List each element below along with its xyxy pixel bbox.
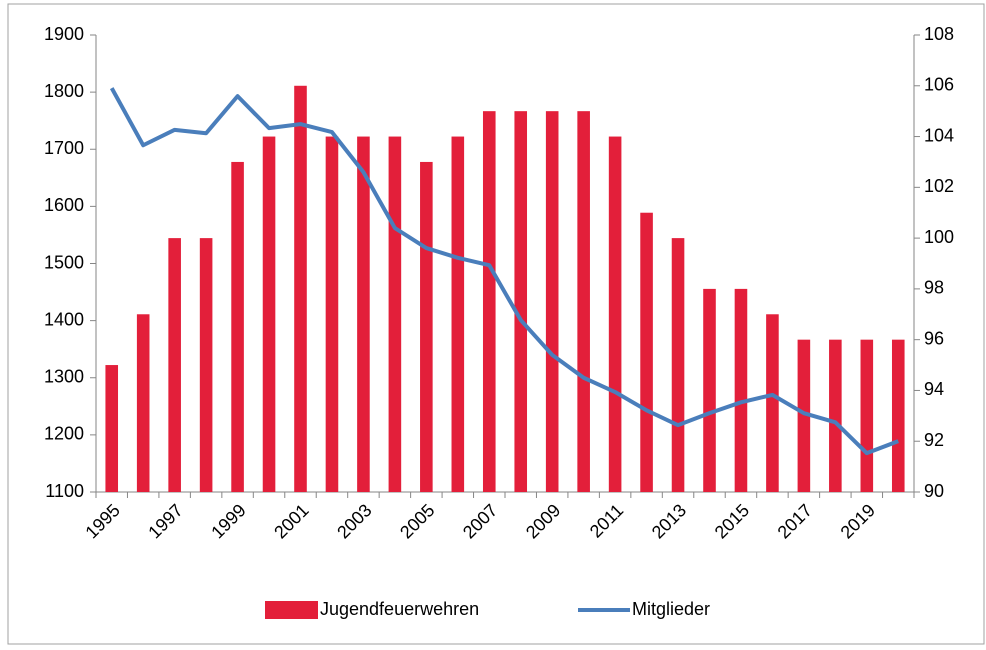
bar	[766, 314, 779, 492]
legend-label: Mitglieder	[632, 599, 710, 619]
bar	[294, 85, 307, 493]
y2-tick-label: 104	[924, 125, 954, 145]
legend: Jugendfeuerwehren Mitglieder	[265, 599, 710, 619]
y-tick-label: 1900	[44, 24, 84, 44]
y2-tick-label: 108	[924, 24, 954, 44]
bar	[734, 288, 748, 492]
bar	[199, 238, 213, 492]
bar	[860, 339, 874, 492]
y-tick-label: 1400	[44, 309, 84, 329]
y-tick-label: 1500	[44, 252, 84, 272]
bar	[577, 111, 590, 493]
bar	[891, 339, 905, 492]
y2-tick-label: 98	[924, 278, 944, 298]
bar	[325, 136, 339, 493]
y2-tick-label: 90	[924, 481, 944, 501]
x-tick-label: 2005	[396, 500, 438, 542]
legend-label: Jugendfeuerwehren	[320, 599, 479, 619]
bar	[357, 136, 370, 493]
x-tick-label: 2009	[522, 500, 564, 542]
bar	[482, 111, 496, 493]
y-tick-label: 1100	[45, 481, 84, 501]
bar	[514, 111, 528, 493]
x-tick-label: 2019	[837, 500, 879, 542]
x-tick-label: 1995	[81, 500, 123, 542]
x-tick-label: 2003	[333, 500, 375, 542]
bar	[105, 365, 119, 492]
bar	[640, 212, 653, 492]
x-tick-label: 2007	[459, 500, 501, 542]
x-tick-label: 1997	[144, 500, 186, 542]
y2-tick-label: 102	[924, 176, 954, 196]
bar	[231, 161, 244, 492]
y2-tick-label: 96	[924, 328, 944, 348]
x-tick-label: 2001	[270, 500, 312, 542]
x-tick-label: 2015	[711, 500, 753, 542]
bar	[608, 136, 622, 493]
bar	[168, 238, 181, 492]
bar	[262, 136, 276, 493]
bar	[451, 136, 465, 493]
line	[109, 87, 899, 456]
y2-tick-label: 94	[924, 379, 944, 399]
bar	[797, 339, 811, 492]
x-tick-label: 2011	[586, 500, 628, 542]
y-tick-label: 1200	[44, 424, 84, 444]
y2-tick-label: 92	[924, 430, 944, 450]
y-tick-label: 1800	[44, 81, 84, 101]
y-tick-label: 1600	[44, 195, 84, 215]
y-tick-label: 1700	[44, 138, 84, 158]
bar	[671, 238, 685, 492]
bar	[420, 161, 433, 492]
bar	[545, 111, 559, 493]
bar	[829, 339, 842, 492]
x-tick-label: 2017	[774, 500, 816, 542]
y2-tick-label: 106	[924, 75, 954, 95]
chart-frame	[7, 3, 985, 645]
x-tick-label: 1999	[207, 500, 249, 542]
bar	[703, 288, 716, 492]
y2-tick-label: 100	[924, 227, 954, 247]
x-tick-label: 2013	[648, 500, 690, 542]
y-tick-label: 1300	[44, 367, 84, 387]
legend-swatch	[265, 601, 318, 619]
bar	[136, 314, 150, 492]
bar	[388, 136, 402, 493]
